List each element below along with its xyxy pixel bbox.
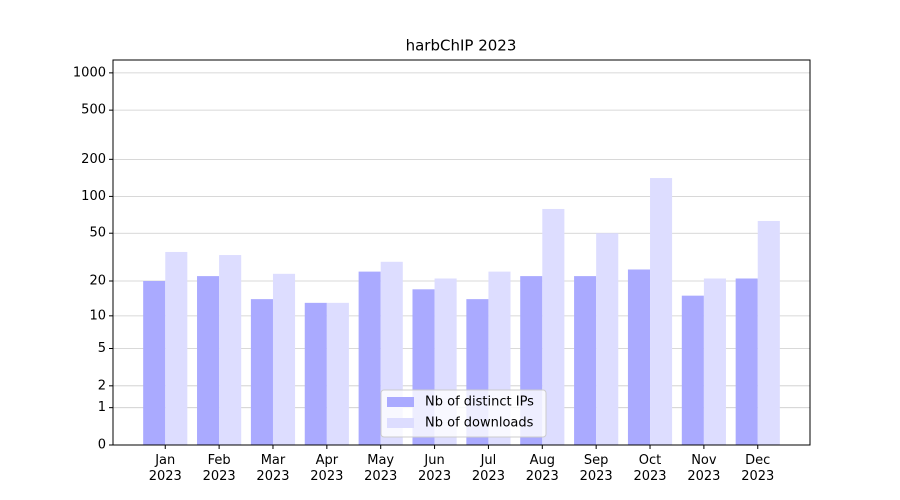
bar <box>326 302 349 445</box>
y-tick-label: 20 <box>89 274 106 289</box>
y-tick-label: 50 <box>89 226 106 241</box>
legend-label: Nb of downloads <box>425 416 534 431</box>
bar <box>272 273 296 445</box>
x-tick-label: Aug 2023 <box>525 453 559 484</box>
y-tick-label: 0 <box>98 438 106 453</box>
x-tick-label: Feb 2023 <box>202 453 236 484</box>
bar <box>757 220 780 445</box>
bar <box>627 269 651 445</box>
bar <box>650 178 673 446</box>
bar <box>219 255 242 445</box>
bar <box>703 278 726 445</box>
x-tick-label: Sep 2023 <box>579 453 613 484</box>
bar <box>574 276 597 445</box>
y-tick-label: 500 <box>81 103 106 118</box>
bar <box>735 278 758 445</box>
x-tick-label: Dec 2023 <box>741 453 775 484</box>
y-tick-label: 1000 <box>73 65 106 80</box>
bar <box>358 271 381 445</box>
legend-swatch <box>387 418 414 428</box>
legend-box <box>380 389 547 438</box>
x-tick-label: Jan 2023 <box>148 453 182 484</box>
x-tick-label: Jul 2023 <box>471 453 505 484</box>
bar <box>542 208 565 445</box>
y-tick-label: 200 <box>81 152 106 167</box>
bar <box>143 281 166 445</box>
bar <box>250 299 273 445</box>
y-tick-label: 2 <box>98 378 106 393</box>
bar <box>165 251 188 445</box>
x-tick-label: Oct 2023 <box>633 453 667 484</box>
x-tick-label: Mar 2023 <box>256 453 290 484</box>
y-tick-label: 1 <box>98 400 106 415</box>
y-tick-label: 10 <box>89 308 106 323</box>
bar <box>681 295 704 445</box>
bar <box>304 302 327 445</box>
x-tick-label: May 2023 <box>364 453 398 484</box>
y-tick-label: 5 <box>98 341 106 356</box>
x-tick-label: Nov 2023 <box>687 453 721 484</box>
legend-swatch <box>387 397 414 407</box>
x-tick-label: Apr 2023 <box>310 453 344 484</box>
plot-frame <box>112 59 811 446</box>
x-tick-label: Jun 2023 <box>418 453 452 484</box>
y-tick-label: 100 <box>81 189 106 204</box>
legend: Nb of distinct IPs Nb of downloads <box>380 389 547 438</box>
bar <box>197 276 220 445</box>
legend-label: Nb of distinct IPs <box>425 395 534 410</box>
bar <box>596 233 619 445</box>
chart-title: harbChIP 2023 <box>406 37 517 55</box>
